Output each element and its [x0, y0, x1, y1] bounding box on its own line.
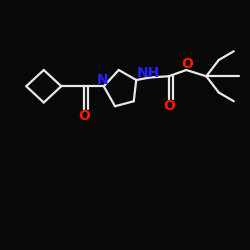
Text: O: O	[182, 57, 194, 71]
Text: O: O	[163, 99, 175, 113]
Text: N: N	[97, 73, 108, 87]
Text: NH: NH	[137, 66, 160, 80]
Text: O: O	[78, 109, 90, 123]
